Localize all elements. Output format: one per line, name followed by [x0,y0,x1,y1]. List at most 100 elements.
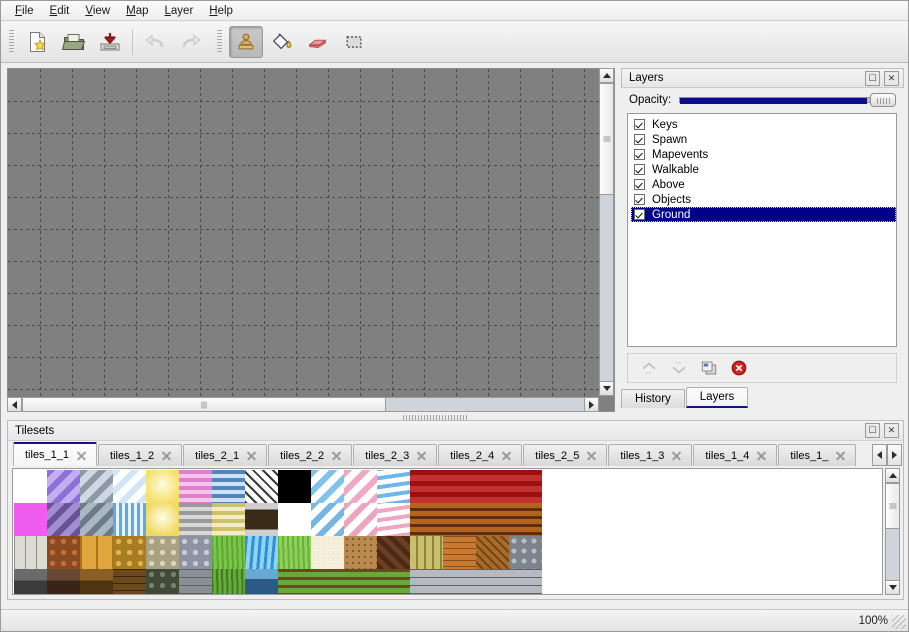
tileset-tile[interactable] [311,569,344,594]
tileset-tile[interactable] [146,503,179,536]
tileset-tile[interactable] [344,569,377,594]
tileset-tile[interactable] [146,569,179,594]
tileset-tile[interactable] [476,536,509,569]
tileset-tile[interactable] [245,569,278,594]
float-icon[interactable]: ☐ [865,70,880,86]
delete-layer-button[interactable] [726,356,752,380]
tileset-tab[interactable]: tiles_2_5 [523,444,608,466]
dock-tab-layers[interactable]: Layers [685,387,749,408]
tileset-tile[interactable] [509,569,542,594]
scroll-right-button[interactable] [584,397,599,412]
canvas-vscroll-thumb[interactable] [599,83,614,195]
tileset-tile[interactable] [410,536,443,569]
opacity-slider-handle[interactable] [870,93,896,107]
layer-visibility-checkbox[interactable] [634,209,645,220]
tileset-tile[interactable] [443,503,476,536]
tileset-tile[interactable] [245,536,278,569]
tileset-tile[interactable] [179,569,212,594]
new-map-button[interactable] [21,26,55,58]
tileset-tile[interactable] [509,503,542,536]
layer-list[interactable]: Keys Spawn Mapevents Walkable Above Objects Gr… [627,113,897,347]
close-icon[interactable]: ✕ [884,70,899,86]
tileset-tab[interactable]: tiles_2_1 [183,444,268,466]
tileset-tile[interactable] [14,470,47,503]
tileset-tile[interactable] [311,503,344,536]
toolbar-drag-handle[interactable] [7,29,16,55]
tileset-tile[interactable] [278,503,311,536]
layer-visibility-checkbox[interactable] [634,119,645,130]
layer-list-item[interactable]: Objects [631,192,896,207]
tileset-tile[interactable] [113,503,146,536]
tileset-tab[interactable]: tiles_2_2 [268,444,353,466]
tileset-tile[interactable] [47,569,80,594]
tileset-tile[interactable] [344,503,377,536]
menu-file[interactable]: File [15,4,34,17]
raise-layer-button[interactable] [636,356,662,380]
tileset-tile[interactable] [443,569,476,594]
close-tab-icon[interactable] [76,450,87,461]
layer-visibility-checkbox[interactable] [634,134,645,145]
window-resize-grip[interactable] [892,615,906,629]
tileset-tile[interactable] [245,503,278,536]
close-tab-icon[interactable] [671,450,682,461]
scroll-up-button[interactable] [599,68,614,83]
save-map-button[interactable] [93,26,127,58]
tileset-tile[interactable] [113,470,146,503]
tileset-tab[interactable]: tiles_2_4 [438,444,523,466]
map-canvas[interactable] [7,68,615,412]
tileset-tile[interactable] [80,569,113,594]
tileset-tile[interactable] [344,470,377,503]
tileset-tile[interactable] [179,503,212,536]
close-tab-icon[interactable] [756,450,767,461]
tileset-tile[interactable] [410,503,443,536]
tileset-tile[interactable] [47,470,80,503]
canvas-vertical-scrollbar[interactable] [599,68,614,396]
undo-button[interactable] [138,26,172,58]
layer-visibility-checkbox[interactable] [634,149,645,160]
tileset-tile[interactable] [14,536,47,569]
tileset-tile[interactable] [311,536,344,569]
stamp-tool-button[interactable] [229,26,263,58]
layer-list-item[interactable]: Mapevents [631,147,896,162]
close-icon[interactable]: ✕ [884,423,899,438]
tab-scroll-left-button[interactable] [872,444,887,466]
tileset-tile[interactable] [146,536,179,569]
tileset-tab[interactable]: tiles_1_ [778,444,857,466]
tileset-tile[interactable] [113,569,146,594]
menu-view[interactable]: View [85,4,111,17]
tileset-tile[interactable] [476,503,509,536]
tileset-tab[interactable]: tiles_1_3 [608,444,693,466]
layer-visibility-checkbox[interactable] [634,179,645,190]
tileset-tile[interactable] [443,470,476,503]
tileset-tab[interactable]: tiles_1_1 [13,442,98,466]
tileset-tile[interactable] [509,470,542,503]
layer-list-item[interactable]: Ground [631,207,896,222]
layer-visibility-checkbox[interactable] [634,194,645,205]
tileset-tile[interactable] [179,470,212,503]
tileset-tile[interactable] [344,536,377,569]
tools-drag-handle[interactable] [215,29,224,55]
close-tab-icon[interactable] [586,450,597,461]
float-icon[interactable]: ☐ [865,423,880,438]
tileset-vscroll-thumb[interactable] [885,483,900,529]
tileset-tile[interactable] [113,536,146,569]
tab-scroll-right-button[interactable] [887,444,902,466]
tileset-tile[interactable] [212,503,245,536]
lower-layer-button[interactable] [666,356,692,380]
tileset-tile[interactable] [476,569,509,594]
tileset-scroll-up-button[interactable] [885,468,900,483]
tileset-tab[interactable]: tiles_2_3 [353,444,438,466]
tileset-tile[interactable] [80,536,113,569]
tileset-tile[interactable] [146,470,179,503]
horizontal-splitter-handle[interactable] [401,414,471,420]
open-map-button[interactable] [57,26,91,58]
tileset-tile[interactable] [47,536,80,569]
tileset-tile[interactable] [377,470,410,503]
close-tab-icon[interactable] [501,450,512,461]
tileset-tile[interactable] [278,536,311,569]
menu-help[interactable]: Help [209,4,233,17]
tileset-tile[interactable] [80,470,113,503]
menu-edit[interactable]: Edit [49,4,70,17]
layer-list-item[interactable]: Above [631,177,896,192]
tileset-tile[interactable] [476,470,509,503]
